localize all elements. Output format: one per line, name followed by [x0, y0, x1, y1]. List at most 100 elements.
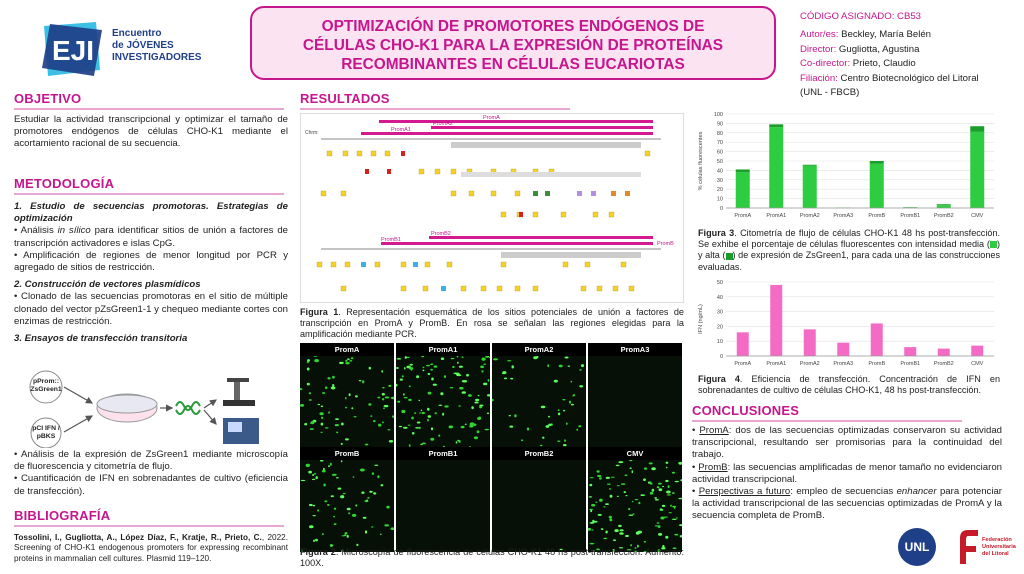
resultados-title: RESULTADOS — [300, 91, 569, 110]
chart1-xtick-label: PromA — [734, 213, 751, 219]
metodologia-body-2: • Análisis de la expresión de ZsGreen1 m… — [14, 449, 288, 498]
promb2-region-label: PromB2 — [431, 231, 451, 237]
svg-text:EJI: EJI — [52, 35, 94, 66]
conclusion-item-2: • PromB: las secuencias amplificadas de … — [692, 461, 1002, 485]
eji-logo: EJI Encuentro de JÓVENES INVESTIGADORES — [40, 20, 250, 80]
micro-image-cmv — [588, 460, 682, 552]
chart2-xtick-label: CMV — [971, 361, 984, 367]
micro-image-promb1 — [396, 460, 490, 552]
chart1-xtick-label: PromA3 — [833, 213, 853, 219]
chart1-ytick-label: 80 — [717, 131, 723, 137]
method-step-3-bullet-2: • Cuantificación de IFN en sobrenadantes… — [14, 473, 288, 497]
chart1-bar-high — [769, 124, 784, 128]
micro-label-proma: PromA — [300, 343, 394, 356]
chart1-bar-high — [869, 161, 884, 164]
micro-image-promb2 — [492, 460, 586, 552]
filiacion-key: Filiación: — [800, 72, 838, 84]
micro-label-proma2: PromA2 — [492, 343, 586, 356]
conclusiones-title: CONCLUSIONES — [692, 403, 963, 422]
codirector-key: Co-director: — [800, 58, 851, 70]
method-step-3-title: 3. Ensayos de transfección transitoria — [14, 333, 188, 345]
chart1-ytick-label: 100 — [714, 112, 723, 118]
chart2-ytick-label: 50 — [717, 280, 723, 286]
chart1-xtick-label: CMV — [971, 213, 984, 219]
chart1-ytick-label: 70 — [717, 140, 723, 146]
micro-image-promb — [300, 460, 394, 552]
codirector-val: Prieto, Claudio — [852, 58, 916, 70]
proma1-region-label: PromA1 — [391, 127, 411, 133]
chart1-bar-medium — [970, 131, 985, 208]
chart2-bar — [770, 284, 783, 356]
federacion-line-1: Federación — [982, 537, 1012, 543]
chart1-bar-high — [802, 164, 817, 166]
method-step-1-title: 1. Estudio de secuencias promotoras. Est… — [14, 201, 288, 225]
chart2-bar — [870, 323, 883, 356]
figure-2-microscopy: PromA PromA1 PromA2 PromA3 PromB PromB1 PromB2… — [300, 343, 684, 552]
chart2-bar — [971, 345, 984, 356]
objetivo-title: OBJETIVO — [14, 91, 286, 110]
chart1-bar-medium — [769, 127, 784, 208]
filiacion-val: Centro Biotecnológico del Litoral — [840, 72, 979, 84]
conclusiones-list: • PromA: dos de las secuencias optimizad… — [692, 425, 1002, 523]
chart1-xtick-label: PromA1 — [766, 213, 786, 219]
figure-2-caption: Figura 2. Microscopía de fluorescencia d… — [300, 547, 684, 569]
promb1-region-label: PromB1 — [381, 237, 401, 243]
chart1-ylabel: % células fluorescentes — [698, 131, 704, 190]
proma-region-label: PromA — [483, 115, 500, 121]
filiacion-val-2: (UNL - FBCB) — [800, 87, 860, 99]
director-key: Director: — [800, 43, 837, 55]
author-info: CÓDIGO ASIGNADO: CB53 Autor/es: Beckley,… — [800, 10, 1022, 100]
method-step-2-bullet-1: • Clonado de las secuencias promotoras e… — [14, 291, 288, 327]
chart2-bar — [837, 342, 850, 356]
federacion-line-3: del Litoral — [982, 551, 1009, 557]
chart2-xtick-label: PromB2 — [934, 361, 954, 367]
micro-label-proma1: PromA1 — [396, 343, 490, 356]
micro-label-cmv: CMV — [588, 447, 682, 460]
legend-medium-swatch — [989, 241, 997, 249]
plasmid-label-2: pCI IFN / pBKS — [32, 425, 60, 440]
chart2-ytick-label: 0 — [720, 354, 723, 360]
federacion-logo: Federación Universitaria del Litoral — [958, 528, 1020, 568]
chart2-xtick-label: PromA — [734, 361, 751, 367]
method-step-3-bullet-1: • Análisis de la expresión de ZsGreen1 m… — [14, 449, 288, 473]
micro-label-proma3: PromA3 — [588, 343, 682, 356]
micro-label-promb2: PromB2 — [492, 447, 586, 460]
chart1-ytick-label: 60 — [717, 150, 723, 156]
plasmid-label-1: pProm:: ZsGreen1 — [30, 378, 62, 393]
chart2-xtick-label: PromB1 — [900, 361, 920, 367]
chart2-xtick-label: PromB — [868, 361, 885, 367]
author-key: Autor/es: — [800, 29, 839, 41]
objetivo-text: Estudiar la actividad transcripcional y … — [14, 114, 288, 150]
logo-line-1: Encuentro — [112, 28, 162, 39]
title-line-2: CÉLULAS CHO-K1 PARA LA EXPRESIÓN DE PROT… — [302, 37, 724, 54]
chart1-xtick-label: PromB — [868, 213, 885, 219]
chart2-bar — [937, 348, 950, 356]
title-box: OPTIMIZACIÓN DE PROMOTORES ENDÓGENOS DE … — [250, 6, 776, 80]
chart2-ytick-label: 40 — [717, 295, 723, 301]
author-val: Beckley, María Belén — [841, 29, 932, 41]
chart1-ytick-label: 30 — [717, 178, 723, 184]
figure-1-schematic: Chrm: PromA PromA2 PromA1 PromB2 PromB1 … — [300, 113, 684, 303]
bibliografia-title: BIBLIOGRAFÍA — [14, 508, 285, 527]
chart1-bar-high — [970, 126, 985, 132]
method-step-2-title: 2. Construcción de vectores plasmídicos — [14, 279, 201, 291]
figure-4-caption: Figura 4. Eficiencia de transfección. Co… — [698, 374, 1001, 396]
federacion-line-2: Universitaria — [982, 544, 1016, 550]
federacion-mark-icon — [960, 530, 978, 564]
chart1-bar-medium — [802, 165, 817, 208]
micro-image-proma3 — [588, 356, 682, 448]
svg-text:Chrm:: Chrm: — [305, 130, 319, 136]
chart2-ytick-label: 20 — [717, 324, 723, 330]
chart2-bar — [904, 347, 917, 356]
chart2-ytick-label: 10 — [717, 339, 723, 345]
chart2-ytick-label: 30 — [717, 310, 723, 316]
figure-3-caption: Figura 3. Citometría de flujo de células… — [698, 228, 1001, 272]
conclusion-item-3: • Perspectivas a futuro: empleo de secue… — [692, 486, 1003, 522]
metodologia-title: METODOLOGÍA — [14, 176, 285, 195]
title-line-1: OPTIMIZACIÓN DE PROMOTORES ENDÓGENOS DE — [321, 18, 705, 35]
bibliografia-ref: Tossolini, I., Gugliotta, A., López Díaz… — [14, 533, 288, 563]
chart2-ylabel: IFN (ng/mL) — [698, 304, 704, 334]
figure-3-chart: 0 10 20 30 40 50 60 70 80 90 100 % células fluoresc… — [692, 108, 1002, 226]
eji-logo-mark-icon: EJI — [42, 22, 102, 76]
transfection-diagram: pProm:: ZsGreen1 pCI IFN / pBKS — [20, 370, 280, 449]
